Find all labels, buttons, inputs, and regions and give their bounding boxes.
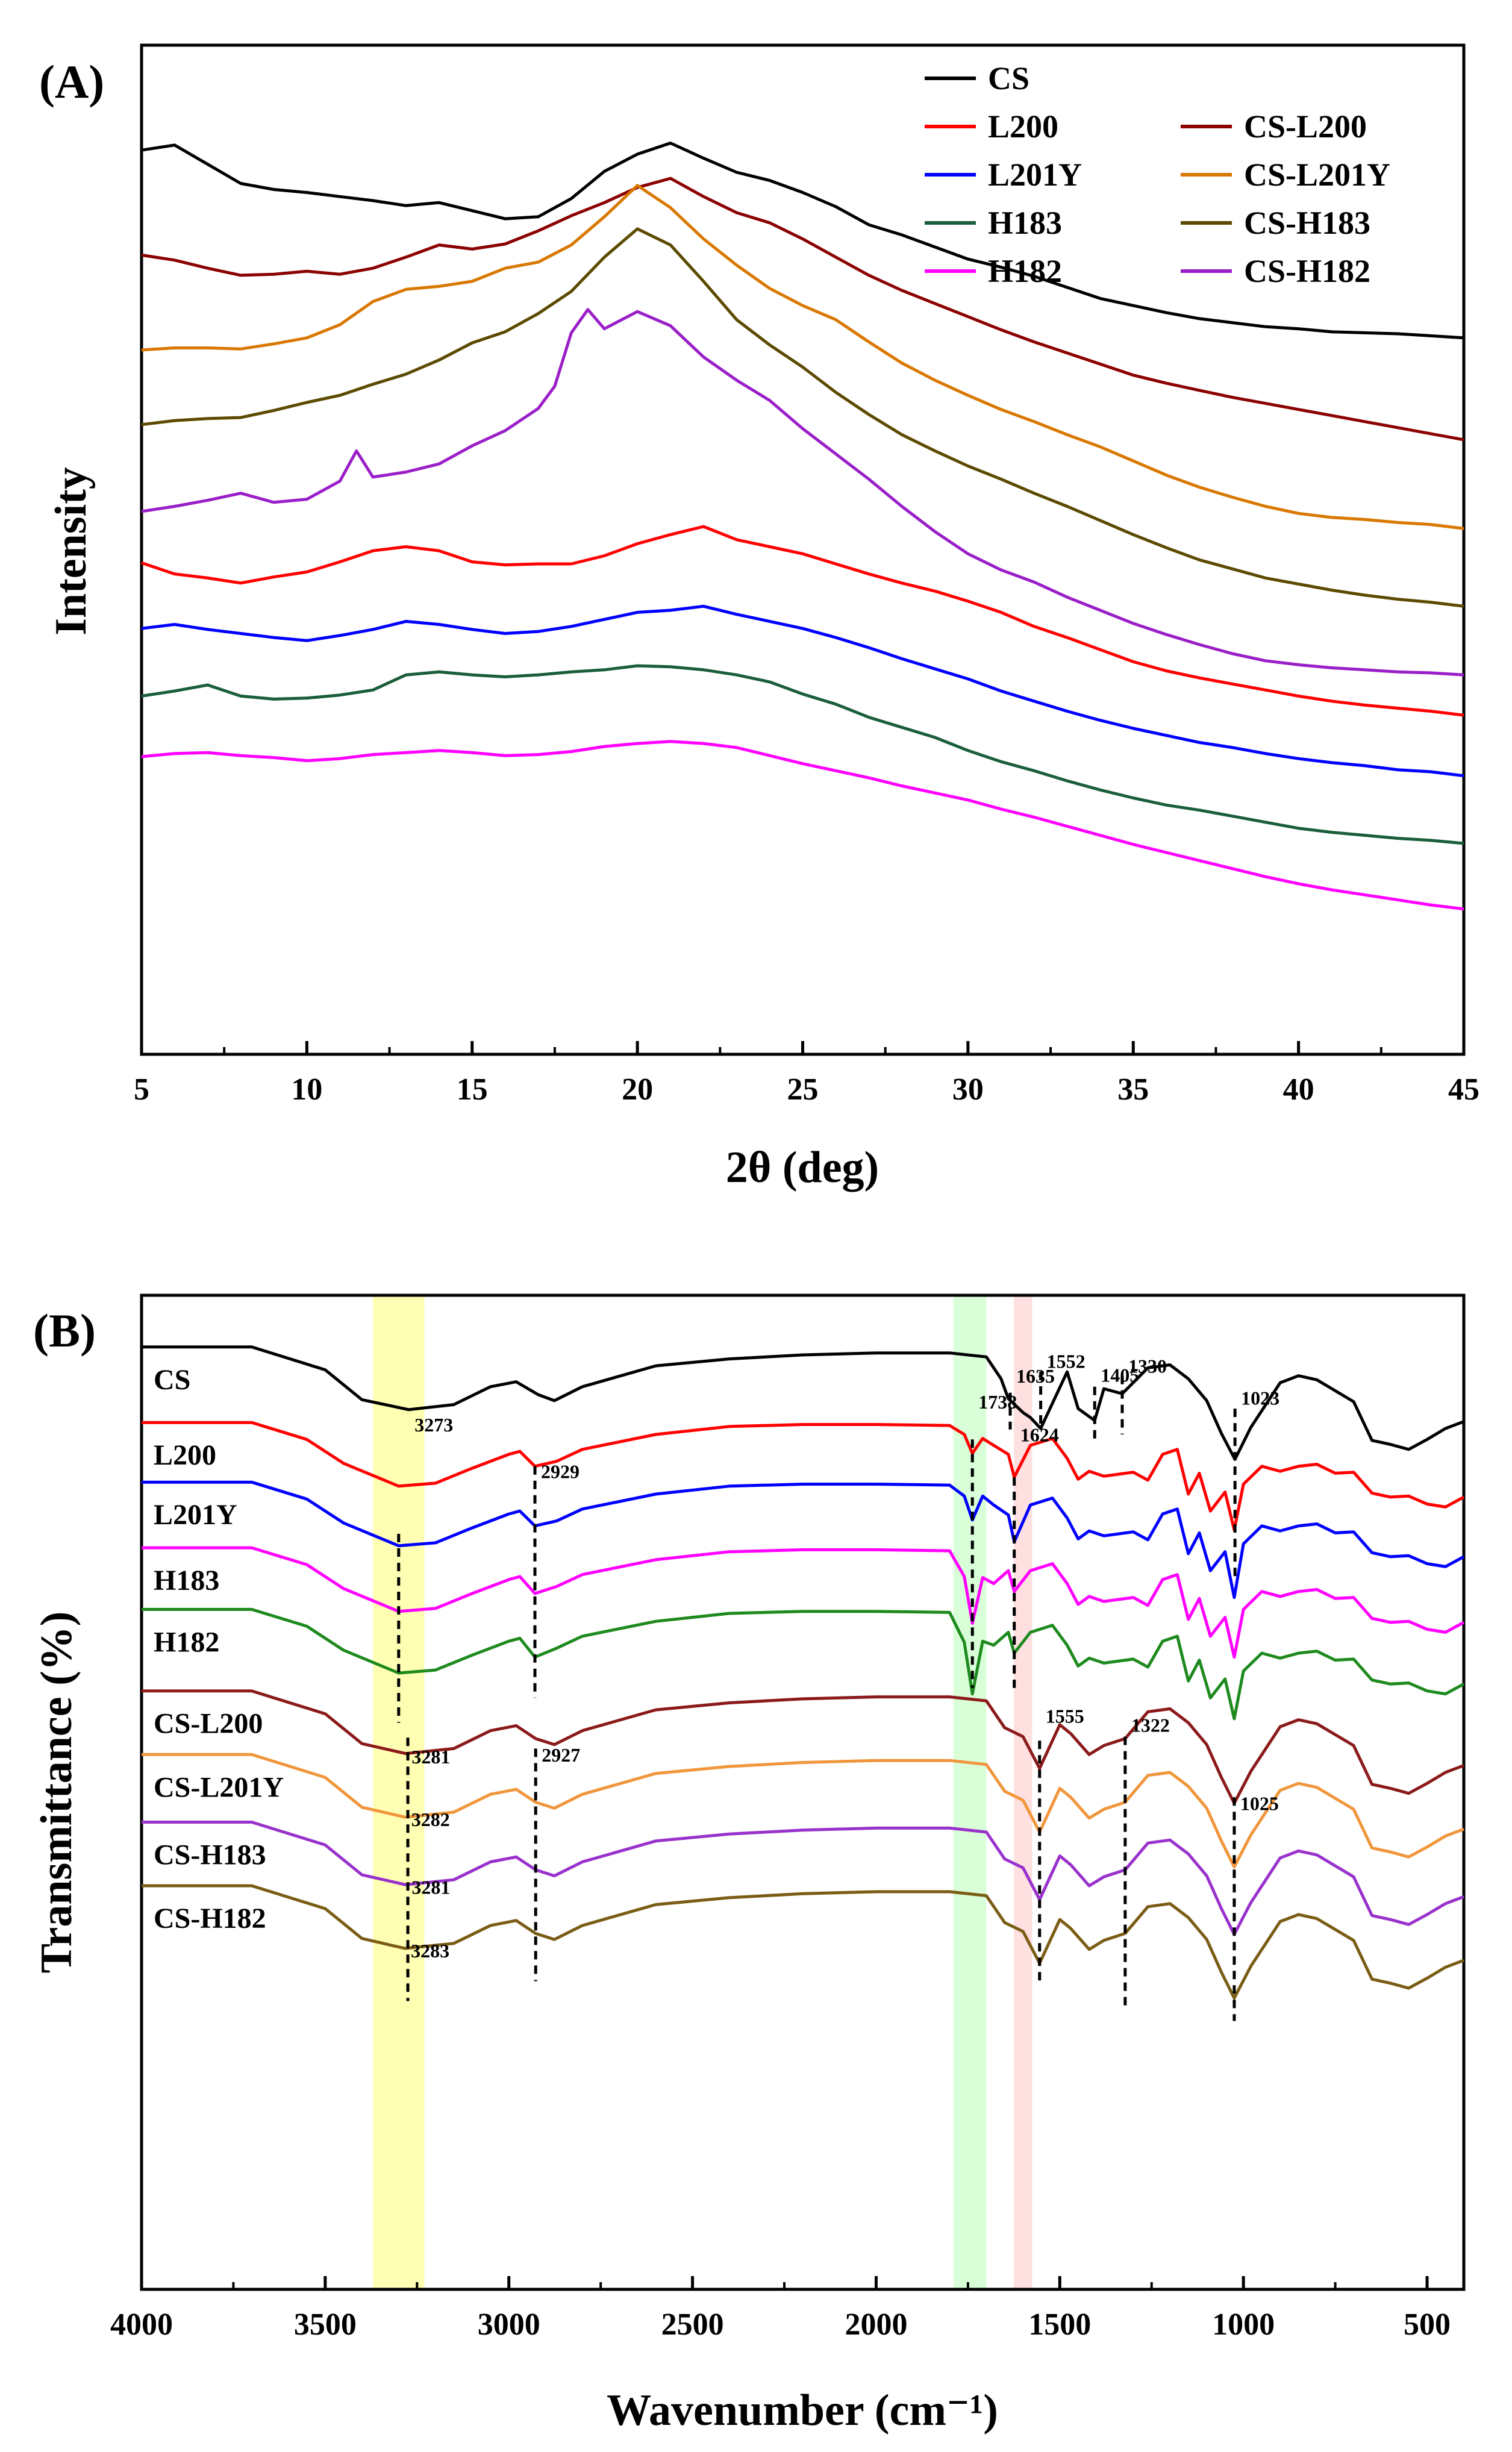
ftir-x-tick-label: 2000 [845,2307,907,2342]
panel-a-legend: CS L200 CS-L200 L201Y CS-L201Y H183 CS-H183 H18… [925,60,1390,289]
legend-label-cs-l200: CS-L200 [1244,108,1367,145]
curve-label-l200: L200 [154,1439,216,1471]
peak-annotation-3273: 3273 [414,1414,453,1436]
legend-label-cs-h182: CS-H182 [1244,253,1370,289]
peak-annotation-3282: 3282 [411,1809,450,1830]
ftir-x-tick-label: 4000 [110,2307,173,2342]
legend-label-cs: CS [988,60,1029,96]
peak-annotation-1405: 1405 [1101,1365,1139,1386]
peak-annotation-1322: 1322 [1131,1714,1170,1736]
panel-a-y-axis-title: Intensity [46,467,96,636]
curve-label-h182: H182 [154,1626,219,1658]
peak-annotation-2929: 2929 [541,1461,579,1483]
xrd-x-tick-label: 15 [457,1072,488,1107]
ftir-series-l201y [142,1480,1465,1600]
panel-a-series [141,142,1464,911]
peak-annotation-1635: 1635 [1016,1365,1055,1387]
xrd-series-cs [141,142,1464,340]
ftir-series-cs-h182 [142,1884,1464,2000]
panel-b-series [142,1345,1465,2000]
xrd-series-cs-l200 [141,177,1464,442]
panel-b-label: (B) [33,1304,96,1357]
peak-annotation-1552: 1552 [1047,1350,1086,1372]
peak-annotation-1738: 1738 [978,1391,1017,1413]
xrd-series-cs-h183 [141,227,1464,608]
panel-b-x-ticks: 4000 3500 3000 2500 2000 1500 1000 500 [110,2276,1451,2342]
curve-label-h183: H183 [154,1565,219,1597]
xrd-series-l201y [141,604,1464,778]
xrd-x-tick-label: 10 [291,1072,322,1107]
peak-annotation-2927: 2927 [542,1744,580,1766]
ftir-series-h183 [142,1546,1465,1659]
curve-label-cs-h183: CS-H183 [154,1839,266,1871]
legend-label-l201y: L201Y [988,157,1082,193]
peak-annotation-3283: 3283 [411,1940,449,1962]
panel-b-curve-labels: CS L200 L201Y H183 H182 CS-L200 CS-L201Y CS-H18… [154,1364,284,1934]
xrd-x-tick-label: 35 [1117,1072,1149,1107]
ftir-x-tick-label: 1500 [1028,2307,1091,2342]
ftir-x-tick-label: 3500 [294,2307,357,2342]
legend-label-l200: L200 [988,108,1058,145]
peak-annotation-1555: 1555 [1046,1706,1084,1727]
ftir-series-l200 [142,1421,1465,1531]
peak-annotation-1624: 1624 [1020,1424,1059,1446]
curve-label-cs: CS [154,1364,190,1396]
peak-annotation-1025: 1025 [1240,1793,1279,1815]
panel-a-xrd: (A) 5 10 15 20 25 30 35 40 45 CS L200 CS-L200 L201Y… [39,43,1479,1192]
curve-label-cs-l201y: CS-L201Y [154,1771,284,1803]
xrd-x-tick-label: 45 [1448,1072,1479,1107]
xrd-series-l200 [141,525,1464,717]
xrd-series-cs-h182 [141,308,1464,677]
panel-a-x-ticks: 5 10 15 20 25 30 35 40 45 [134,1041,1479,1107]
panel-b-dashed-markers [397,1372,1237,2021]
panel-a-x-axis-title: 2θ (deg) [726,1143,879,1192]
panel-b-x-axis-title: Wavenumber (cm⁻¹) [607,2386,998,2435]
xrd-x-tick-label: 40 [1283,1072,1314,1107]
curve-label-l201y: L201Y [154,1499,237,1531]
xrd-series-cs-l201y [141,184,1464,530]
legend-label-h183: H183 [988,205,1062,241]
highlight-band [373,1295,425,2289]
legend-label-cs-l201y: CS-L201Y [1244,157,1390,193]
peak-annotation-3281: 3281 [411,1746,450,1768]
peak-annotation-3281: 3281 [411,1876,450,1898]
ftir-series-h182 [142,1607,1465,1721]
ftir-x-tick-label: 2500 [661,2307,724,2342]
ftir-series-cs-l200 [142,1689,1464,1805]
xrd-x-tick-label: 5 [134,1072,149,1107]
panel-b-plot-frame [140,1293,1466,2291]
peak-annotation-1330: 1330 [1128,1356,1167,1377]
xrd-series-h183 [141,664,1464,845]
ftir-series-cs [142,1345,1464,1461]
curve-label-cs-l200: CS-L200 [154,1708,263,1740]
peak-annotation-1023: 1023 [1241,1387,1279,1409]
panel-a-label: (A) [39,55,104,108]
ftir-x-tick-label: 500 [1404,2307,1451,2342]
curve-label-cs-h182: CS-H182 [154,1903,266,1934]
legend-label-cs-h183: CS-H183 [1244,205,1370,241]
ftir-series-cs-h183 [142,1821,1464,1936]
ftir-x-tick-label: 1000 [1212,2307,1275,2342]
legend-label-h182: H182 [988,253,1062,289]
xrd-series-h182 [141,740,1464,911]
xrd-x-tick-label: 30 [952,1072,984,1107]
ftir-series-cs-l201y [142,1753,1464,1869]
xrd-x-tick-label: 20 [622,1072,653,1107]
highlight-band [953,1295,987,2289]
panel-b-y-axis-title: Transmittance (%) [32,1612,81,1974]
ftir-x-tick-label: 3000 [478,2307,540,2342]
xrd-x-tick-label: 25 [787,1072,819,1107]
